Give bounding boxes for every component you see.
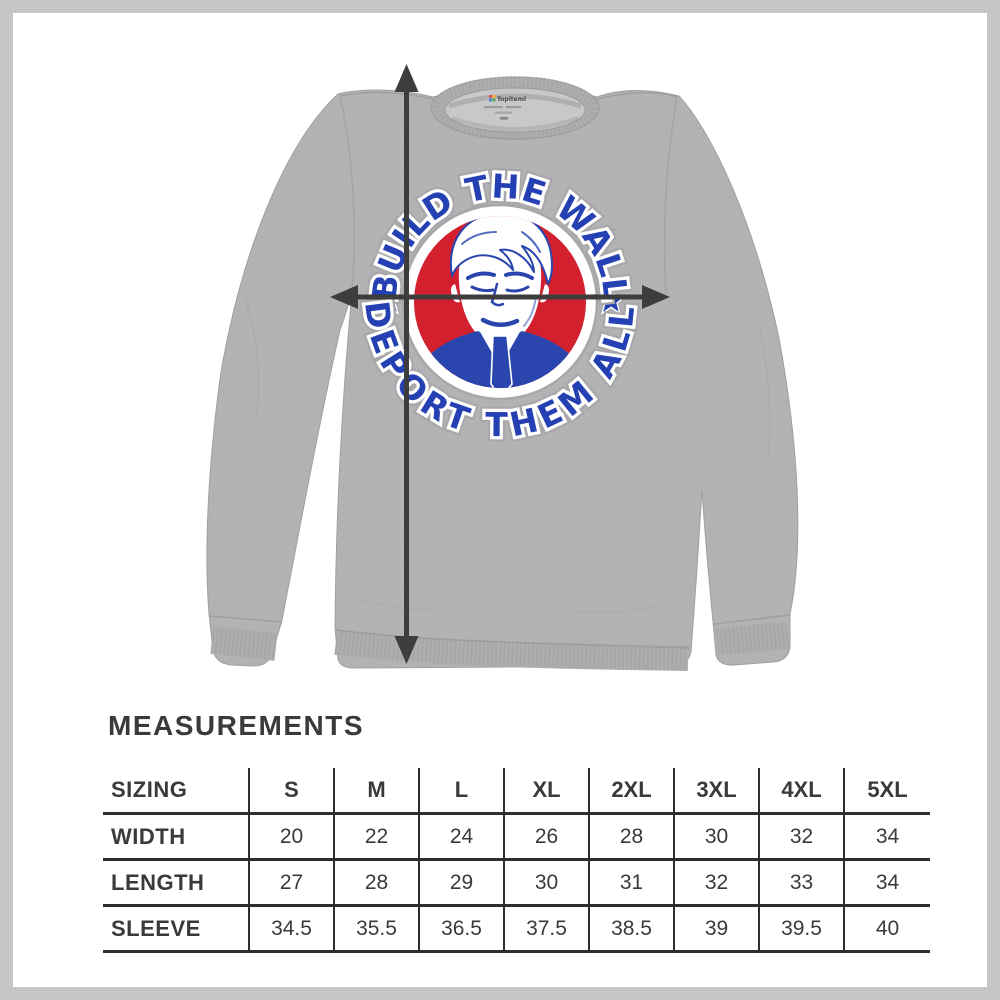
label-fineprint bbox=[495, 111, 512, 114]
arrowhead-left bbox=[330, 285, 358, 309]
table-cell: 33 bbox=[760, 861, 845, 907]
label-logo-icon bbox=[489, 98, 492, 102]
label-size-mark bbox=[500, 117, 508, 120]
table-cell: 28 bbox=[590, 815, 675, 861]
table-cell: 29 bbox=[420, 861, 505, 907]
table-cell: 28 bbox=[335, 861, 420, 907]
collar: Topiteml bbox=[430, 76, 600, 140]
table-header-size: 5XL bbox=[845, 768, 930, 815]
table-cell: 30 bbox=[505, 861, 590, 907]
arrowhead-down bbox=[394, 636, 419, 664]
table-cell: 20 bbox=[250, 815, 335, 861]
table-cell: 38.5 bbox=[590, 907, 675, 953]
table-cell: 34.5 bbox=[250, 907, 335, 953]
table-header-size: XL bbox=[505, 768, 590, 815]
arrowhead-up bbox=[394, 64, 419, 92]
table-cell: 39 bbox=[675, 907, 760, 953]
table-cell: 37.5 bbox=[505, 907, 590, 953]
product-mockup: Topiteml bbox=[206, 64, 799, 671]
tie bbox=[490, 335, 513, 388]
label-logo-icon bbox=[489, 95, 492, 98]
table-cell: 35.5 bbox=[335, 907, 420, 953]
table-cell: 26 bbox=[505, 815, 590, 861]
label-brand-text: Topiteml bbox=[497, 96, 526, 103]
length-arrow-vertical bbox=[394, 64, 419, 664]
measurement-arrows bbox=[330, 64, 670, 664]
table-cell: 27 bbox=[250, 861, 335, 907]
table-header-size: S bbox=[250, 768, 335, 815]
table-cell: 30 bbox=[675, 815, 760, 861]
table-header-size: 3XL bbox=[675, 768, 760, 815]
table-cell: 34 bbox=[845, 861, 930, 907]
hem-band bbox=[334, 629, 691, 671]
table-cell: 22 bbox=[335, 815, 420, 861]
table-header-size: L bbox=[420, 768, 505, 815]
size-table: SIZING S M L XL 2XL 3XL 4XL 5XL WIDTH 20… bbox=[103, 768, 930, 953]
garment-seams bbox=[245, 91, 771, 614]
width-arrow-horizontal bbox=[330, 285, 670, 309]
label-fineprint bbox=[484, 106, 503, 109]
left-cuff bbox=[208, 615, 283, 661]
label-logo-icon bbox=[492, 98, 496, 102]
label-fineprint bbox=[506, 106, 521, 109]
table-cell: 34 bbox=[845, 815, 930, 861]
arrowhead-right bbox=[642, 285, 670, 309]
table-cell: 32 bbox=[675, 861, 760, 907]
table-cell: 31 bbox=[590, 861, 675, 907]
label-logo-icon bbox=[492, 95, 496, 98]
neck-label: Topiteml bbox=[484, 95, 526, 120]
right-cuff bbox=[713, 614, 791, 656]
table-header-size: 2XL bbox=[590, 768, 675, 815]
row-label-width: WIDTH bbox=[103, 815, 250, 861]
face-features bbox=[461, 231, 541, 335]
measurements-title: MEASUREMENTS bbox=[108, 710, 365, 741]
portrait bbox=[414, 216, 586, 388]
table-cell: 39.5 bbox=[760, 907, 845, 953]
table-cell: 24 bbox=[420, 815, 505, 861]
table-header-size: M bbox=[335, 768, 420, 815]
row-label-length: LENGTH bbox=[103, 861, 250, 907]
table-cell: 36.5 bbox=[420, 907, 505, 953]
table-cell: 32 bbox=[760, 815, 845, 861]
table-cell: 40 bbox=[845, 907, 930, 953]
row-label-sleeve: SLEEVE bbox=[103, 907, 250, 953]
table-header-sizing: SIZING bbox=[103, 768, 250, 815]
table-header-size: 4XL bbox=[760, 768, 845, 815]
hair bbox=[449, 216, 553, 285]
